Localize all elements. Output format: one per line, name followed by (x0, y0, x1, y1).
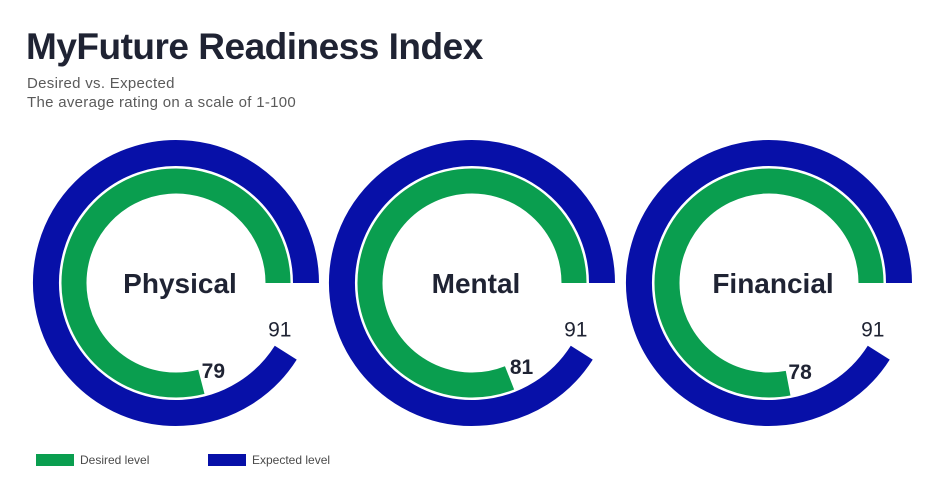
desired-value-physical: 79 (202, 360, 225, 383)
radial-chart-financial: Financial 91 78 (626, 140, 912, 426)
expected-value-physical: 91 (268, 319, 291, 342)
radial-chart-physical: Physical 91 79 (33, 140, 319, 426)
radial-chart-mental: Mental 91 81 (329, 140, 615, 426)
legend-desired-swatch (36, 454, 74, 466)
expected-value-mental: 91 (564, 319, 587, 342)
desired-value-mental: 81 (510, 356, 534, 379)
category-label-mental: Mental (432, 268, 521, 299)
category-label-financial: Financial (712, 268, 833, 299)
expected-arc-financial (626, 140, 912, 426)
expected-arc-mental (329, 140, 615, 426)
legend-expected-label: Expected level (252, 453, 331, 467)
desired-arc-physical (61, 168, 291, 398)
desired-arc-mental (357, 168, 587, 398)
legend-expected: Expected level (208, 452, 330, 468)
legend-desired-label: Desired level (80, 453, 150, 467)
expected-value-financial: 91 (861, 319, 884, 342)
desired-arc-financial (654, 168, 884, 398)
legend-desired: Desired level (36, 452, 149, 468)
chart-title: MyFuture Readiness Index (26, 26, 483, 67)
desired-value-financial: 78 (788, 361, 812, 384)
category-label-physical: Physical (123, 268, 237, 299)
expected-arc-physical (33, 140, 319, 426)
legend-expected-swatch (208, 454, 246, 466)
chart-subtitle-scale: The average rating on a scale of 1-100 (27, 94, 297, 111)
chart-subtitle: Desired vs. Expected (27, 75, 175, 92)
